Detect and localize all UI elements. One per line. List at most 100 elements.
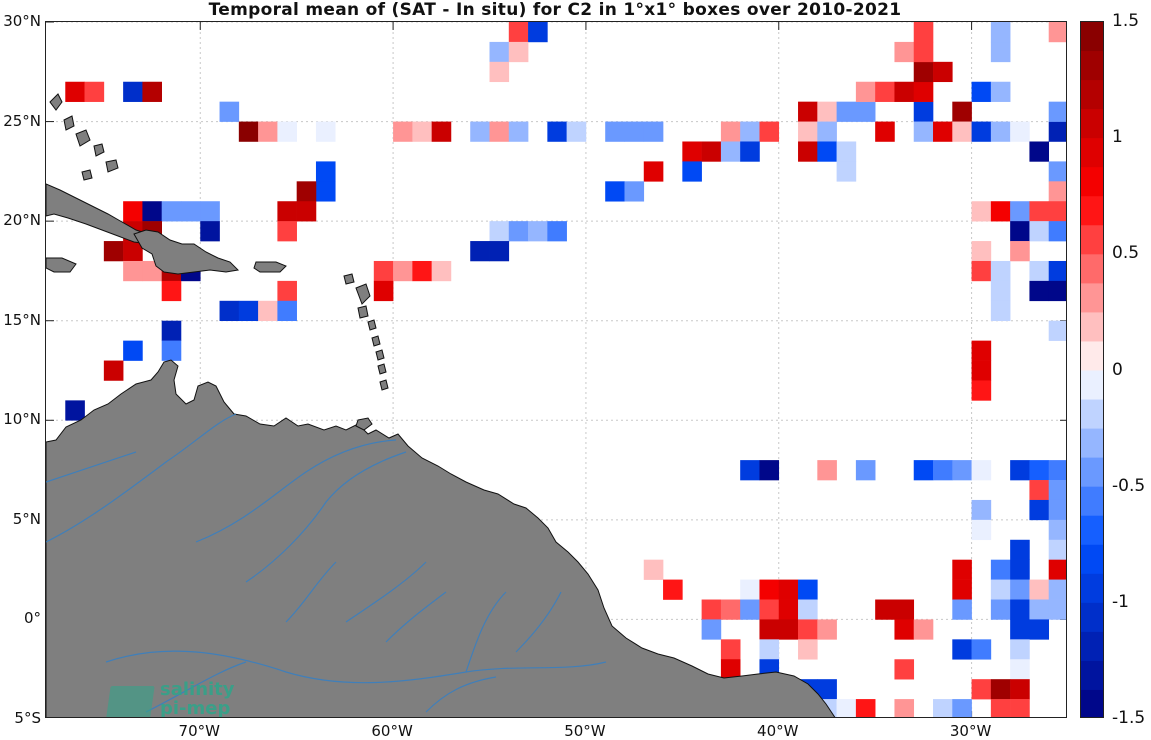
data-cell: [817, 141, 837, 162]
data-cell: [65, 400, 85, 421]
data-cell: [933, 61, 953, 83]
colorbar-step: [1081, 660, 1103, 691]
data-cell: [200, 221, 220, 242]
lat-tick-label: 5°S: [14, 709, 41, 727]
data-cell: [778, 619, 799, 640]
data-cell: [720, 141, 741, 162]
data-cell: [817, 121, 837, 142]
data-cell: [817, 679, 837, 700]
data-cell: [1029, 619, 1050, 640]
data-cell: [971, 81, 992, 102]
data-cell: [142, 201, 162, 222]
data-cell: [508, 121, 529, 142]
data-cell: [123, 260, 143, 282]
colorbar-step: [1081, 283, 1103, 313]
colorbar-step: [1081, 109, 1103, 139]
data-cell: [1048, 280, 1066, 302]
lat-tick-label: 5°N: [12, 509, 41, 528]
data-cell: [720, 121, 741, 142]
data-cell: [277, 201, 297, 222]
data-cell: [643, 121, 664, 142]
data-cell: [836, 141, 857, 162]
data-cell: [1010, 221, 1030, 242]
data-cell: [720, 599, 741, 620]
data-cell: [277, 280, 297, 302]
colorbar-step: [1081, 689, 1103, 717]
data-cell: [952, 699, 972, 717]
data-cell: [566, 121, 587, 142]
lat-tick-label: 0°: [23, 609, 41, 628]
data-cell: [624, 121, 645, 142]
data-cell: [1029, 499, 1050, 521]
data-cell: [971, 519, 992, 541]
data-cell: [528, 22, 548, 43]
data-cell: [759, 460, 780, 481]
data-cell: [624, 181, 645, 202]
data-cell: [412, 121, 432, 142]
data-cell: [913, 121, 934, 142]
south-america-land: [46, 359, 836, 717]
data-cell: [1048, 121, 1066, 142]
data-cell: [759, 639, 780, 660]
data-cell: [682, 141, 702, 162]
logo-mark: [105, 686, 155, 717]
data-cell: [103, 241, 124, 262]
data-cell: [528, 221, 548, 242]
data-cell: [875, 121, 895, 142]
colorbar-step: [1081, 254, 1103, 284]
data-cell: [798, 141, 818, 162]
data-cell: [913, 41, 934, 63]
data-cell: [315, 161, 336, 182]
data-cell: [971, 241, 992, 262]
colorbar-tick-label: -0.5: [1112, 475, 1146, 496]
data-cell: [740, 460, 760, 481]
colorbar-step: [1081, 486, 1103, 517]
lesser-antilles-islands: [343, 273, 389, 391]
data-cell: [1029, 141, 1050, 162]
data-cell: [393, 260, 413, 282]
data-cell: [990, 599, 1011, 620]
data-cell: [663, 579, 683, 600]
data-cell: [1029, 201, 1050, 222]
data-cell: [798, 121, 818, 142]
data-cell: [161, 201, 182, 222]
data-cell: [894, 699, 915, 717]
lon-tick-label: 50°W: [564, 722, 606, 740]
data-cell: [277, 121, 297, 142]
colorbar-step: [1081, 80, 1103, 110]
jamaica-land: [46, 257, 77, 273]
data-cell: [1048, 460, 1066, 481]
data-cell: [990, 121, 1011, 142]
data-cell: [894, 41, 915, 63]
data-cell: [913, 101, 934, 122]
data-cell: [1048, 599, 1066, 620]
data-cell: [990, 579, 1011, 600]
data-cell: [238, 300, 259, 322]
data-cell: [778, 579, 799, 600]
data-cell: [933, 699, 953, 717]
data-cell: [1010, 699, 1030, 717]
colorbar-step: [1081, 312, 1103, 342]
data-cell: [836, 101, 857, 122]
data-cell: [971, 260, 992, 282]
data-cell: [508, 22, 529, 43]
data-cell: [990, 280, 1011, 302]
colorbar-gradient: [1081, 22, 1103, 717]
data-cell: [952, 121, 972, 142]
data-cell: [855, 101, 876, 122]
data-cell: [605, 121, 625, 142]
data-cell: [740, 141, 760, 162]
data-cell: [990, 559, 1011, 580]
data-cell: [123, 340, 143, 361]
data-cell: [933, 121, 953, 142]
data-cell: [1010, 539, 1030, 560]
colorbar-step: [1081, 196, 1103, 226]
data-cell: [952, 579, 972, 600]
data-cell: [489, 61, 510, 83]
map-plot-area[interactable]: salinity pi-mep: [45, 21, 1067, 718]
data-cell: [971, 460, 992, 481]
colorbar-step: [1081, 167, 1103, 197]
data-cell: [1029, 280, 1050, 302]
data-cell: [103, 360, 124, 381]
lon-tick-label: 30°W: [949, 722, 992, 740]
